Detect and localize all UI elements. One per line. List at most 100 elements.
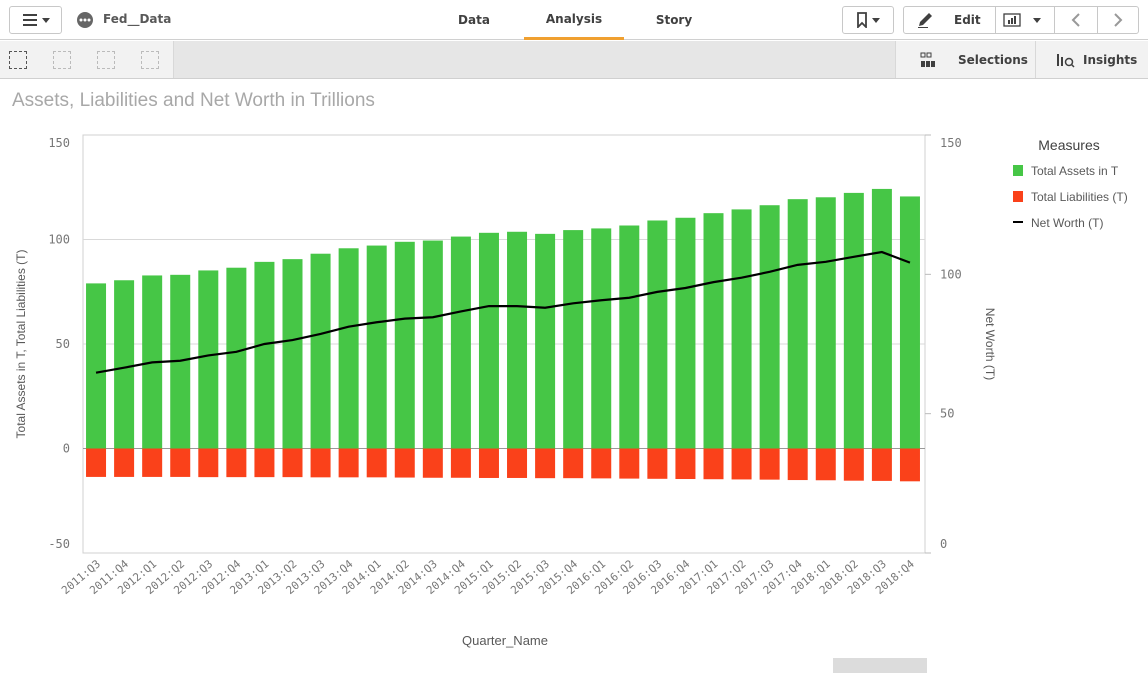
bar-total-liabilities [450, 448, 471, 478]
pencil-icon [918, 13, 932, 28]
bar-total-liabilities [198, 448, 219, 478]
bar-total-liabilities [282, 448, 303, 478]
y-right-tick-label: 0 [940, 537, 947, 551]
x-axis-label: Quarter_Name [462, 633, 548, 648]
bar-total-assets [86, 283, 107, 449]
legend-title: Measures [1038, 137, 1099, 153]
chevron-right-icon [1114, 13, 1123, 27]
bar-total-liabilities [843, 448, 864, 481]
legend-label: Total Assets in T [1031, 164, 1119, 178]
bar-total-liabilities [422, 448, 443, 478]
app-name: Fed__Data [103, 12, 172, 26]
bar-total-assets [507, 231, 528, 449]
bar-total-liabilities [675, 448, 696, 480]
bar-total-liabilities [647, 448, 668, 479]
edit-button[interactable]: Edit [903, 6, 996, 34]
bar-total-liabilities [394, 448, 415, 478]
bar-chart-icon [1003, 13, 1041, 27]
tab-story[interactable]: Story [655, 13, 693, 27]
y-right-tick-label: 100 [940, 267, 962, 281]
bar-total-liabilities [226, 448, 247, 478]
step-forward-icon[interactable] [97, 51, 115, 69]
step-back-icon[interactable] [53, 51, 71, 69]
bar-total-liabilities [86, 448, 107, 477]
dots-circle-icon [77, 12, 93, 28]
bar-total-assets [619, 225, 640, 449]
insights-label: Insights [1083, 52, 1138, 67]
y-tick-label: -50 [48, 537, 70, 551]
bar-total-liabilities [142, 448, 163, 477]
bar-total-liabilities [338, 448, 359, 478]
bookmark-icon [857, 12, 880, 28]
selection-tools [0, 41, 174, 78]
toolbar-right: Selections Insights [895, 41, 1148, 78]
y-tick-label: 0 [63, 442, 70, 456]
bar-total-liabilities [310, 448, 331, 478]
y-tick-label: 150 [48, 136, 70, 150]
bar-total-liabilities [366, 448, 387, 478]
bar-total-assets [871, 188, 892, 449]
chart-title: Assets, Liabilities and Net Worth in Tri… [12, 90, 375, 111]
hamburger-icon [22, 14, 50, 26]
y-tick-label: 50 [56, 337, 70, 351]
bar-total-liabilities [815, 448, 836, 481]
bar-total-liabilities [899, 448, 920, 482]
insights-button[interactable]: Insights [1037, 41, 1148, 78]
bar-total-assets [563, 230, 584, 449]
legend-swatch [1013, 191, 1023, 202]
forward-button[interactable] [1097, 6, 1139, 34]
chevron-left-icon [1071, 13, 1080, 27]
combo-chart: Total Assets in T, Total Liabilities (T)… [14, 134, 1128, 648]
selection-toolbar: Selections Insights [0, 41, 1148, 79]
bar-total-liabilities [591, 448, 612, 479]
bar-total-assets [310, 253, 331, 449]
bar-total-assets [366, 245, 387, 449]
bar-total-assets [282, 259, 303, 449]
y-axis-right-label: Net Worth (T) [983, 308, 997, 380]
bar-total-liabilities [619, 448, 640, 479]
bar-total-assets [843, 192, 864, 449]
visualization-menu-button[interactable] [995, 6, 1055, 34]
bar-total-liabilities [703, 448, 724, 480]
legend-item-assets[interactable]: Total Assets in T [1013, 164, 1119, 178]
legend-swatch [1013, 221, 1023, 223]
tab-analysis[interactable]: Analysis [524, 0, 624, 40]
legend-item-liabilities[interactable]: Total Liabilities (T) [1013, 190, 1128, 204]
bar-total-assets [226, 267, 247, 449]
bar-total-liabilities [787, 448, 808, 481]
bar-total-liabilities [254, 448, 275, 478]
menu-button[interactable] [9, 6, 62, 34]
bar-total-liabilities [871, 448, 892, 481]
legend-swatch [1013, 165, 1023, 176]
bar-total-assets [899, 196, 920, 449]
bar-total-assets [254, 261, 275, 449]
bar-total-liabilities [535, 448, 556, 479]
bar-total-assets [731, 209, 752, 449]
legend-label: Total Liabilities (T) [1031, 190, 1128, 204]
bar-total-assets [703, 213, 724, 449]
bar-total-liabilities [563, 448, 584, 479]
bar-total-assets [114, 280, 135, 449]
clear-selections-icon[interactable] [141, 51, 159, 69]
smart-search-icon[interactable] [9, 51, 27, 69]
back-button[interactable] [1054, 6, 1098, 34]
bar-total-assets [759, 205, 780, 449]
bar-total-assets [675, 217, 696, 449]
selections-button[interactable]: Selections [896, 41, 1036, 78]
bookmark-button[interactable] [842, 6, 894, 34]
line-net-worth [95, 250, 911, 374]
bar-total-assets [478, 232, 499, 449]
selections-icon [920, 52, 935, 67]
y-right-tick-label: 50 [940, 407, 954, 421]
bar-total-assets [591, 228, 612, 449]
bar-total-assets [450, 236, 471, 449]
chart-scrollbar[interactable] [833, 658, 927, 673]
y-axis-label: Total Assets in T, Total Liabilities (T) [14, 250, 28, 439]
legend-label: Net Worth (T) [1031, 216, 1103, 230]
legend-item-net-worth[interactable]: Net Worth (T) [1013, 216, 1103, 230]
bar-total-assets [647, 220, 668, 449]
bar-total-assets [535, 233, 556, 449]
bar-total-liabilities [170, 448, 191, 477]
tab-data[interactable]: Data [458, 13, 490, 27]
bar-total-liabilities [507, 448, 528, 478]
